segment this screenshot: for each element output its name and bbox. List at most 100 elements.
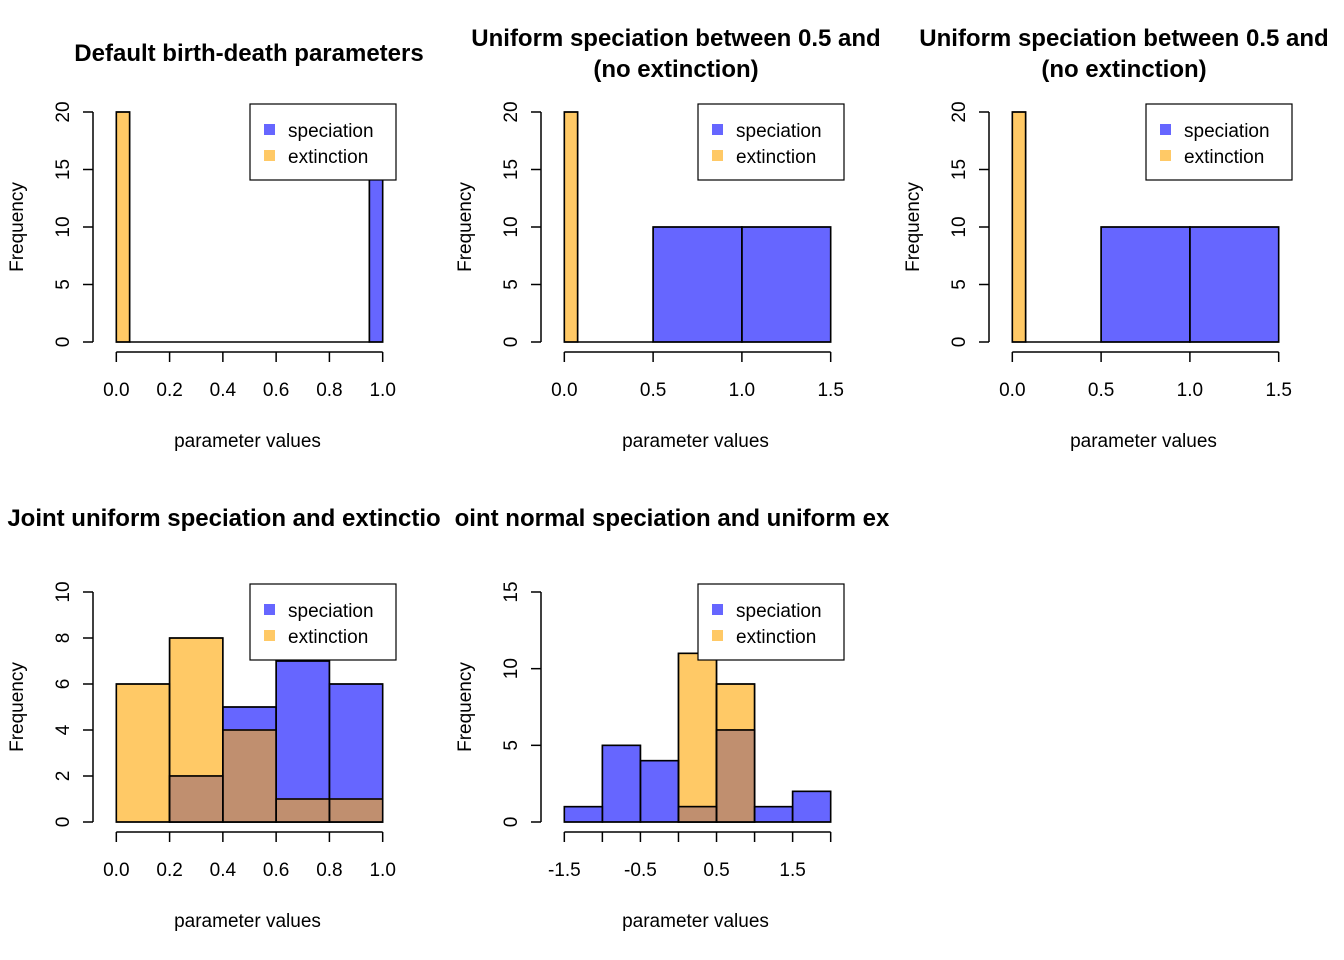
legend-label: extinction bbox=[1184, 147, 1264, 168]
y-tick-label: 0 bbox=[949, 337, 970, 348]
bar-speciation bbox=[791, 790, 832, 823]
x-axis-label: parameter values bbox=[174, 911, 321, 932]
legend-label: speciation bbox=[288, 601, 374, 622]
bar-extinction bbox=[677, 652, 718, 823]
bar-speciation bbox=[639, 759, 680, 823]
chart-title: Uniform speciation between 0.5 and bbox=[471, 25, 880, 52]
y-axis-label: Frequency bbox=[903, 182, 924, 272]
chart-title: Joint uniform speciation and extinctio bbox=[7, 505, 440, 532]
legend-swatch-extinction bbox=[264, 630, 275, 641]
bar-outline bbox=[791, 790, 832, 823]
bar-speciation bbox=[601, 744, 642, 823]
panel-3: Uniform speciation between 0.5 and (no ex… bbox=[903, 25, 1329, 452]
y-tick-label: 5 bbox=[949, 279, 970, 290]
legend-label: speciation bbox=[736, 601, 822, 622]
x-tick-label: -1.5 bbox=[548, 860, 581, 881]
chart-title: Default birth-death parameters bbox=[74, 40, 423, 67]
bar-speciation bbox=[368, 168, 384, 343]
x-tick-label: 1.0 bbox=[369, 860, 395, 881]
x-tick-label: 0.6 bbox=[263, 860, 289, 881]
legend-label: extinction bbox=[736, 627, 816, 648]
y-tick-label: 10 bbox=[53, 216, 74, 237]
y-tick-label: 0 bbox=[501, 817, 522, 828]
y-tick-label: 15 bbox=[501, 159, 522, 180]
bar-extinction bbox=[115, 683, 171, 823]
x-tick-label: 0.2 bbox=[156, 860, 182, 881]
legend-swatch-extinction bbox=[1160, 150, 1171, 161]
y-tick-label: 20 bbox=[501, 101, 522, 122]
panel-5: oint normal speciation and uniform ex -1.… bbox=[455, 505, 890, 932]
bar-outline bbox=[1189, 226, 1280, 343]
x-tick-label: 0.0 bbox=[103, 860, 129, 881]
bar-extinction bbox=[115, 111, 131, 343]
bar-outline bbox=[115, 111, 131, 343]
bar-speciation bbox=[652, 226, 743, 343]
legend-swatch-extinction bbox=[712, 150, 723, 161]
legend-swatch-speciation bbox=[712, 124, 723, 135]
legend-swatch-speciation bbox=[264, 124, 275, 135]
y-tick-label: 20 bbox=[949, 101, 970, 122]
x-axis-label: parameter values bbox=[174, 431, 321, 452]
legend-swatch-speciation bbox=[1160, 124, 1171, 135]
x-tick-label: 1.0 bbox=[729, 380, 755, 401]
chart-title: (no extinction) bbox=[593, 56, 758, 83]
legend-swatch-extinction bbox=[264, 150, 275, 161]
y-axis-label: Frequency bbox=[455, 662, 476, 752]
legend-label: extinction bbox=[288, 147, 368, 168]
y-axis-label: Frequency bbox=[455, 182, 476, 272]
bar-speciation bbox=[275, 660, 331, 823]
y-tick-label: 10 bbox=[501, 658, 522, 679]
legend-label: extinction bbox=[736, 147, 816, 168]
panel-1: Default birth-death parameters 0.0 0.2 0.4 0… bbox=[7, 40, 424, 452]
bar-speciation bbox=[1100, 226, 1191, 343]
y-tick-label: 2 bbox=[53, 771, 74, 782]
bar-overlap bbox=[169, 776, 223, 822]
bar-overlap bbox=[716, 730, 755, 822]
legend-box bbox=[697, 103, 845, 181]
y-tick-label: 4 bbox=[53, 724, 74, 735]
chart-title: (no extinction) bbox=[1041, 56, 1206, 83]
bar-speciation bbox=[741, 226, 832, 343]
x-tick-label: 0.0 bbox=[999, 380, 1025, 401]
legend-box bbox=[249, 103, 397, 181]
chart-title: Uniform speciation between 0.5 and bbox=[919, 25, 1328, 52]
x-tick-label: 0.8 bbox=[316, 380, 342, 401]
bar-overlap bbox=[222, 730, 277, 822]
y-tick-label: 0 bbox=[501, 337, 522, 348]
x-tick-label: 0.6 bbox=[263, 380, 289, 401]
y-tick-label: 20 bbox=[53, 101, 74, 122]
y-tick-label: 5 bbox=[53, 279, 74, 290]
x-axis-label: parameter values bbox=[622, 431, 769, 452]
y-tick-label: 0 bbox=[53, 337, 74, 348]
x-tick-label: 0.5 bbox=[640, 380, 666, 401]
x-tick-label: 0.0 bbox=[103, 380, 129, 401]
y-tick-label: 15 bbox=[501, 581, 522, 602]
x-tick-label: 1.5 bbox=[817, 380, 843, 401]
y-tick-label: 15 bbox=[53, 159, 74, 180]
y-tick-label: 15 bbox=[949, 159, 970, 180]
y-tick-label: 10 bbox=[501, 216, 522, 237]
bar-speciation bbox=[1189, 226, 1280, 343]
y-tick-label: 5 bbox=[501, 279, 522, 290]
bar-extinction bbox=[563, 111, 579, 343]
x-tick-label: 1.0 bbox=[1177, 380, 1203, 401]
y-tick-label: 10 bbox=[53, 581, 74, 602]
x-tick-label: 0.8 bbox=[316, 860, 342, 881]
chart-title: oint normal speciation and uniform ex bbox=[455, 505, 890, 532]
x-tick-label: 0.2 bbox=[156, 380, 182, 401]
bar-outline bbox=[563, 111, 579, 343]
bar-overlap bbox=[678, 806, 717, 822]
bar-overlap bbox=[276, 799, 330, 822]
x-tick-label: 0.0 bbox=[551, 380, 577, 401]
panel-2: Uniform speciation between 0.5 and (no ex… bbox=[455, 25, 881, 452]
y-tick-label: 6 bbox=[53, 679, 74, 690]
legend-swatch-extinction bbox=[712, 630, 723, 641]
legend-box bbox=[1145, 103, 1293, 181]
bar-outline bbox=[741, 226, 832, 343]
bar-outline bbox=[1011, 111, 1027, 343]
x-tick-label: 0.5 bbox=[1088, 380, 1114, 401]
x-tick-label: 1.5 bbox=[779, 860, 805, 881]
bar-speciation bbox=[753, 805, 794, 823]
legend-label: speciation bbox=[288, 121, 374, 142]
